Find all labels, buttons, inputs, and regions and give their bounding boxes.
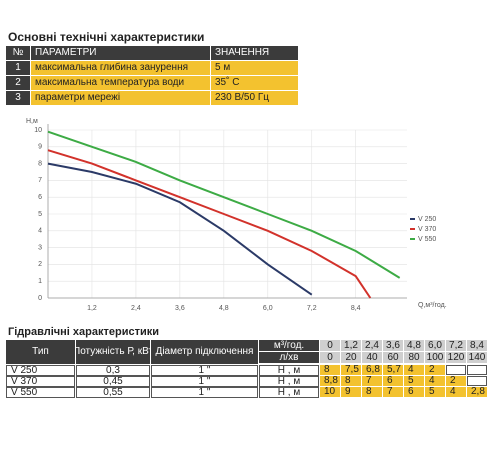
header-cell: Тип xyxy=(6,340,75,364)
table-cell: максимальна температура води xyxy=(31,76,210,90)
header-cell: 3,6 xyxy=(383,340,403,351)
table-cell: 0,55 xyxy=(76,387,150,398)
y-tick-label: 2 xyxy=(38,261,42,268)
table-cell: 9 xyxy=(341,387,361,397)
line-series xyxy=(47,130,401,279)
line-series xyxy=(47,162,313,296)
x-tick-label: 2,4 xyxy=(131,305,141,312)
line-series xyxy=(47,149,372,299)
table-cell: 4 xyxy=(446,387,466,397)
table-cell: 8 xyxy=(320,365,340,375)
header-cell: ЗНАЧЕННЯ xyxy=(211,46,298,60)
y-tick-label: 9 xyxy=(38,144,42,151)
table-cell: 35˚ С xyxy=(211,76,298,90)
header-cell: ПАРАМЕТРИ xyxy=(31,46,210,60)
table-cell: 8,8 xyxy=(320,376,340,386)
table-cell: 3 xyxy=(6,91,30,105)
table-cell: 6 xyxy=(404,387,424,397)
header-cell: 0 xyxy=(320,340,340,351)
header-cell: 20 xyxy=(341,352,361,363)
table-cell: 10 xyxy=(320,387,340,397)
table-cell: 7 xyxy=(362,376,382,386)
legend-label: V 550 xyxy=(418,236,436,243)
table-cell: 4 xyxy=(425,376,445,386)
header-cell: 60 xyxy=(383,352,403,363)
table-cell xyxy=(467,376,487,386)
table-cell: 4 xyxy=(404,365,424,375)
x-tick-label: 4,8 xyxy=(219,305,229,312)
table-cell: 5 xyxy=(404,376,424,386)
header-cell: л/хв xyxy=(259,352,319,363)
table-cell: 1 " xyxy=(151,365,258,376)
x-tick-label: 3,6 xyxy=(175,305,185,312)
table-cell xyxy=(446,365,466,375)
header-cell: Діаметр підключення xyxy=(151,340,258,364)
header-cell: 140 xyxy=(467,352,487,363)
table-cell: 0,3 xyxy=(76,365,150,376)
header-cell: 100 xyxy=(425,352,445,363)
table-cell: 6 xyxy=(383,376,403,386)
table-cell: 1 " xyxy=(151,387,258,398)
table-cell: 8 xyxy=(362,387,382,397)
table-cell: 7,5 xyxy=(341,365,361,375)
table-cell: 2 xyxy=(425,365,445,375)
table-cell: 2 xyxy=(446,376,466,386)
header-cell: 1,2 xyxy=(341,340,361,351)
table-cell: V 370 xyxy=(6,376,75,387)
header-cell: 4,8 xyxy=(404,340,424,351)
y-tick-label: 0 xyxy=(38,295,42,302)
header-cell: 8,4 xyxy=(467,340,487,351)
header-cell: № xyxy=(6,46,30,60)
header-cell: 7,2 xyxy=(446,340,466,351)
x-tick-label: 7,2 xyxy=(307,305,317,312)
header-cell: 2,4 xyxy=(362,340,382,351)
table-cell: V 550 xyxy=(6,387,75,398)
table-cell: Н , м xyxy=(259,365,319,376)
table-cell: 2 xyxy=(6,76,30,90)
y-tick-label: 4 xyxy=(38,228,42,235)
table-cell: параметри мережі xyxy=(31,91,210,105)
header-cell: 0 xyxy=(320,352,340,363)
table-cell: Н , м xyxy=(259,376,319,387)
table-cell: 1 xyxy=(6,61,30,75)
x-axis-label: Q,м³/год. xyxy=(418,302,447,309)
table-cell: V 250 xyxy=(6,365,75,376)
table-cell: 5,7 xyxy=(383,365,403,375)
table-cell: 1 " xyxy=(151,376,258,387)
table-cell: 8 xyxy=(341,376,361,386)
y-tick-label: 5 xyxy=(38,211,42,218)
y-tick-label: 10 xyxy=(34,127,42,134)
y-tick-label: 3 xyxy=(38,244,42,251)
table-cell: 7 xyxy=(383,387,403,397)
page-title: Основні технічні характеристики xyxy=(8,30,205,44)
header-cell: 40 xyxy=(362,352,382,363)
table-cell xyxy=(467,365,487,375)
table-cell: 5 м xyxy=(211,61,298,75)
y-tick-label: 8 xyxy=(38,160,42,167)
legend-label: V 250 xyxy=(418,216,436,223)
x-tick-label: 1,2 xyxy=(87,305,97,312)
header-cell: 120 xyxy=(446,352,466,363)
table-cell: 0,45 xyxy=(76,376,150,387)
x-tick-label: 8,4 xyxy=(351,305,361,312)
table-cell: 5 xyxy=(425,387,445,397)
header-cell: 80 xyxy=(404,352,424,363)
header-cell: 6,0 xyxy=(425,340,445,351)
table-cell: Н , м xyxy=(259,387,319,398)
y-tick-label: 6 xyxy=(38,194,42,201)
table-cell: 6,8 xyxy=(362,365,382,375)
y-tick-label: 7 xyxy=(38,177,42,184)
table-cell: 230 В/50 Гц xyxy=(211,91,298,105)
table-cell: 2,8 xyxy=(467,387,487,397)
legend-label: V 370 xyxy=(418,226,436,233)
section-title: Гідравлічні характеристики xyxy=(8,326,160,338)
y-axis-label: H,м xyxy=(26,118,38,125)
header-cell: Потужність Р, кВт xyxy=(76,340,150,364)
header-cell: м³/год. xyxy=(259,340,319,351)
x-tick-label: 6,0 xyxy=(263,305,273,312)
chart: 0 1 2 3 4 5 6 7 8 9 10 1,2 2,4 3,6 4,8 6,0 7,2 8,4 H,м Q,м³… xyxy=(26,118,447,312)
table-cell: максимальна глибина занурення xyxy=(31,61,210,75)
y-tick-label: 1 xyxy=(38,278,42,285)
